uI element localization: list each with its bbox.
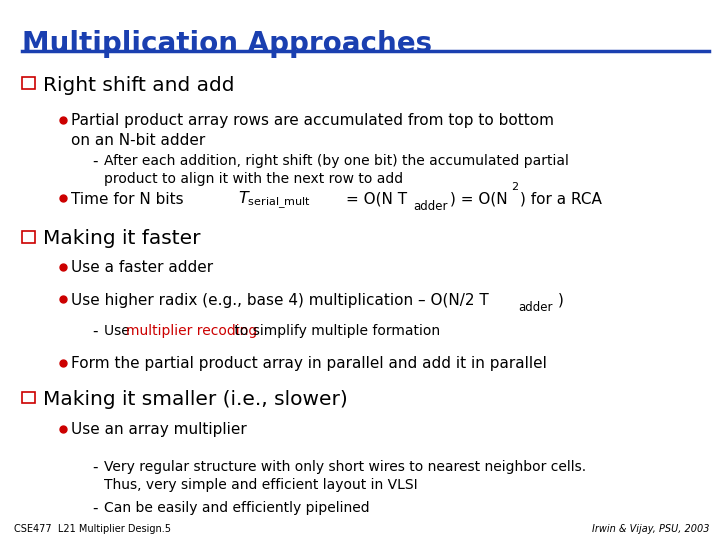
Text: Irwin & Vijay, PSU, 2003: Irwin & Vijay, PSU, 2003: [592, 523, 709, 534]
Text: -: -: [92, 324, 98, 339]
Text: Time for N bits: Time for N bits: [71, 192, 183, 207]
Text: Use an array multiplier: Use an array multiplier: [71, 422, 246, 437]
Text: 2: 2: [511, 182, 518, 192]
Text: ) = O(N: ) = O(N: [450, 192, 508, 207]
Text: Can be easily and efficiently pipelined: Can be easily and efficiently pipelined: [104, 501, 370, 515]
Text: ) for a RCA: ) for a RCA: [520, 192, 602, 207]
Text: Multiplication Approaches: Multiplication Approaches: [22, 30, 432, 58]
Text: After each addition, right shift (by one bit) the accumulated partial
product to: After each addition, right shift (by one…: [104, 154, 570, 186]
Text: Use higher radix (e.g., base 4) multiplication – O(N/2 T: Use higher radix (e.g., base 4) multipli…: [71, 293, 488, 308]
Text: $T_{\rm serial\_mult}$: $T_{\rm serial\_mult}$: [238, 190, 310, 211]
Text: Very regular structure with only short wires to nearest neighbor cells.
Thus, ve: Very regular structure with only short w…: [104, 460, 587, 492]
Text: -: -: [92, 460, 98, 475]
Text: Partial product array rows are accumulated from top to bottom
on an N-bit adder: Partial product array rows are accumulat…: [71, 113, 554, 148]
Text: Form the partial product array in parallel and add it in parallel: Form the partial product array in parall…: [71, 356, 546, 372]
Text: -: -: [92, 154, 98, 169]
FancyBboxPatch shape: [22, 231, 35, 243]
Text: Making it faster: Making it faster: [43, 230, 201, 248]
Text: ): ): [558, 293, 564, 308]
Text: multiplier recoding: multiplier recoding: [126, 324, 257, 338]
Text: Use: Use: [104, 324, 135, 338]
Text: -: -: [92, 501, 98, 516]
Text: Use a faster adder: Use a faster adder: [71, 260, 212, 275]
FancyBboxPatch shape: [22, 392, 35, 403]
Text: adder: adder: [518, 301, 553, 314]
Text: = O(N T: = O(N T: [346, 192, 407, 207]
Text: CSE477  L21 Multiplier Design.5: CSE477 L21 Multiplier Design.5: [14, 523, 171, 534]
Text: Making it smaller (i.e., slower): Making it smaller (i.e., slower): [43, 390, 348, 409]
Text: Right shift and add: Right shift and add: [43, 76, 235, 94]
Text: adder: adder: [413, 200, 448, 213]
Text: to simplify multiple formation: to simplify multiple formation: [230, 324, 441, 338]
FancyBboxPatch shape: [22, 77, 35, 89]
